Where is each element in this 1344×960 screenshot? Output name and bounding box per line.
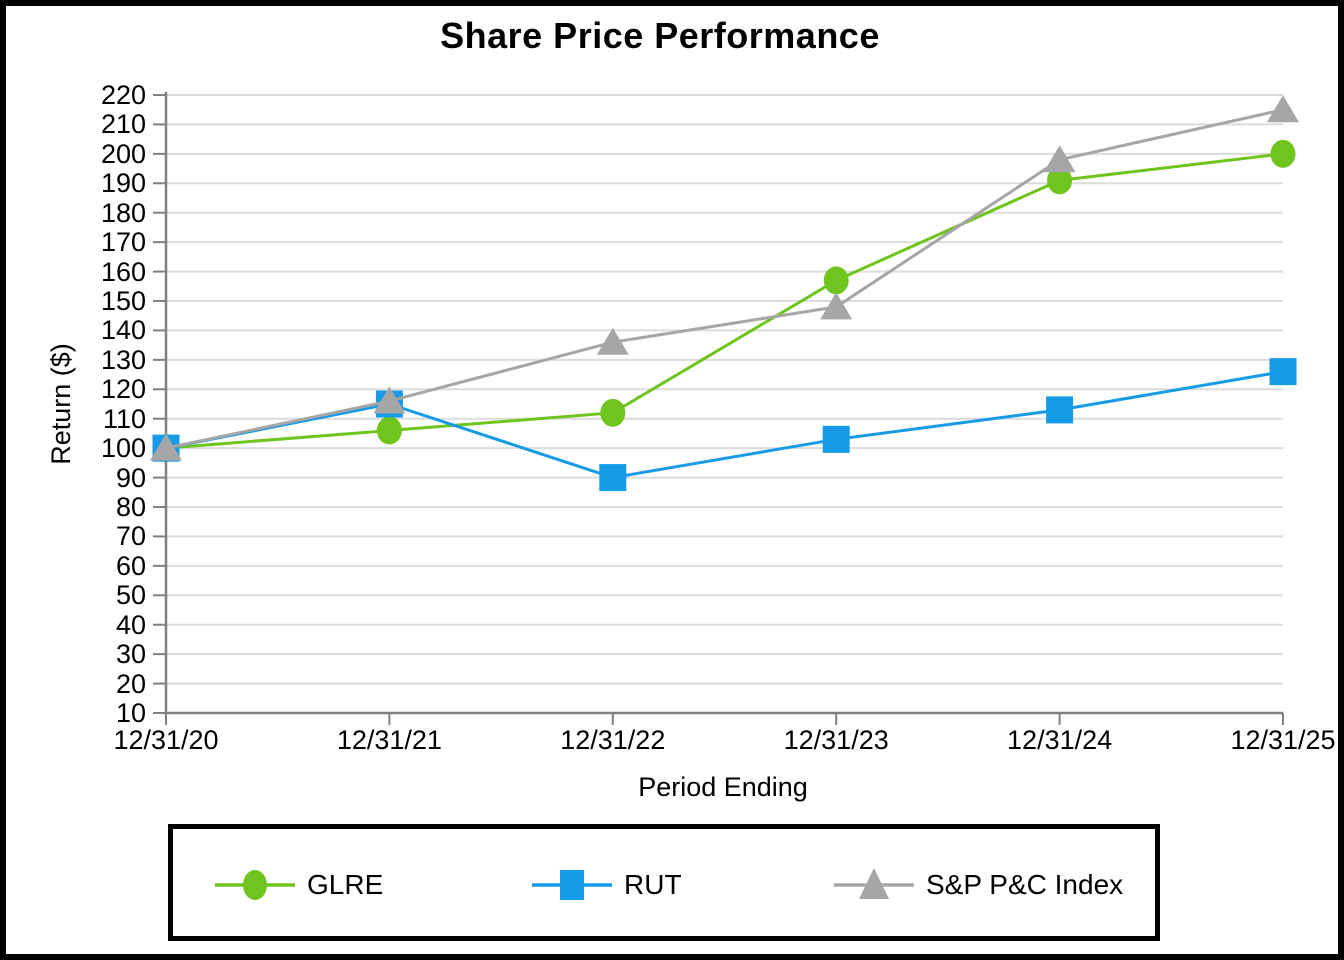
data-point-rut bbox=[1046, 396, 1074, 424]
data-point-s-p-p-c-index bbox=[596, 327, 629, 355]
data-point-s-p-p-c-index bbox=[820, 292, 853, 320]
data-point-glre bbox=[1270, 139, 1296, 168]
legend: GLRE RUT S&P P&C Index bbox=[168, 824, 1160, 941]
legend-marker-triangle-icon bbox=[834, 868, 914, 899]
y-tick-label: 100 bbox=[100, 433, 146, 464]
data-point-glre bbox=[823, 266, 849, 295]
data-point-s-p-p-c-index bbox=[373, 386, 406, 414]
x-tick-label: 12/31/24 bbox=[1007, 725, 1113, 755]
y-tick-label: 190 bbox=[100, 168, 146, 199]
data-point-s-p-p-c-index bbox=[1267, 95, 1299, 123]
x-tick-label: 12/31/21 bbox=[336, 725, 442, 755]
y-tick-label: 140 bbox=[100, 315, 146, 346]
legend-item-glre: GLRE bbox=[215, 865, 383, 905]
y-tick-label: 70 bbox=[115, 521, 146, 552]
legend-marker-circle-icon bbox=[215, 870, 295, 900]
y-tick-label: 10 bbox=[115, 698, 146, 728]
data-point-rut bbox=[1269, 358, 1297, 386]
y-tick-label: 210 bbox=[100, 109, 146, 140]
legend-label-s-p-p-c-index: S&P P&C Index bbox=[926, 869, 1124, 900]
y-tick-label: 130 bbox=[100, 344, 146, 375]
data-point-rut bbox=[599, 464, 627, 492]
data-point-s-p-p-c-index bbox=[1043, 145, 1076, 173]
data-point-glre bbox=[600, 398, 626, 427]
data-point-glre bbox=[1047, 166, 1073, 195]
legend-label-rut: RUT bbox=[624, 869, 682, 900]
series-line-rut bbox=[165, 370, 1284, 480]
legend-marker-square-icon bbox=[532, 870, 612, 900]
x-tick-label: 12/31/22 bbox=[560, 725, 666, 755]
y-tick-label: 150 bbox=[100, 286, 146, 316]
legend-item-rut: RUT bbox=[532, 865, 682, 905]
y-tick-label: 160 bbox=[100, 256, 146, 287]
data-point-rut bbox=[822, 425, 850, 453]
y-tick-label: 40 bbox=[115, 609, 146, 640]
y-tick-label: 60 bbox=[115, 550, 146, 581]
x-tick-label: 12/31/20 bbox=[113, 725, 219, 755]
y-tick-label: 20 bbox=[115, 668, 146, 699]
x-tick-label: 12/31/23 bbox=[783, 725, 889, 755]
y-tick-label: 110 bbox=[102, 403, 146, 434]
x-axis-title: Period Ending bbox=[638, 772, 808, 802]
legend-marker-glre bbox=[243, 870, 267, 900]
y-tick-label: 220 bbox=[100, 80, 146, 110]
legend-item-s-p-p-c-index: S&P P&C Index bbox=[834, 865, 1123, 905]
y-tick-label: 170 bbox=[100, 227, 146, 258]
series-line-glre bbox=[165, 152, 1284, 450]
data-point-s-p-p-c-index bbox=[150, 433, 182, 461]
chart-title: Share Price Performance bbox=[440, 15, 880, 56]
legend-marker-rut bbox=[560, 870, 584, 900]
series-line-s-p-p-c-index bbox=[165, 108, 1284, 450]
x-tick-label: 12/31/25 bbox=[1230, 725, 1336, 755]
y-tick-label: 200 bbox=[100, 138, 146, 169]
y-tick-label: 80 bbox=[115, 492, 146, 522]
y-tick-label: 90 bbox=[115, 462, 146, 493]
legend-marker-s-p-p-c-index bbox=[859, 868, 889, 899]
y-tick-label: 180 bbox=[100, 197, 146, 228]
y-tick-label: 50 bbox=[115, 580, 146, 611]
data-point-glre bbox=[376, 416, 402, 445]
y-tick-label: 30 bbox=[115, 639, 146, 670]
y-tick-label: 120 bbox=[100, 374, 146, 405]
legend-label-glre: GLRE bbox=[307, 869, 384, 900]
